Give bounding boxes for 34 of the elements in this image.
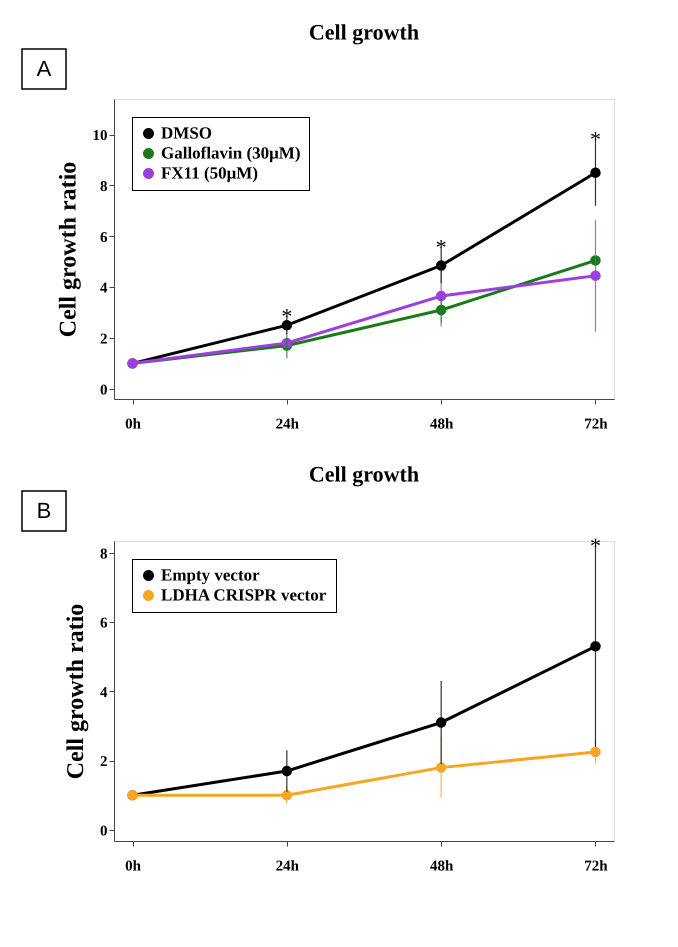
y-tick-label: 2 xyxy=(100,331,108,348)
x-tick-label: 48h xyxy=(430,858,454,874)
x-tick-label: 72h xyxy=(584,858,608,874)
text: A xyxy=(36,56,52,81)
y-tick-label: 10 xyxy=(92,128,108,144)
y-tick-label: 4 xyxy=(100,280,108,297)
annotation: * xyxy=(590,126,601,152)
annotation: * xyxy=(436,234,447,260)
y-tick-label: 8 xyxy=(100,178,108,195)
legend-label: FX11 (50μM) xyxy=(161,164,258,182)
x-tick-label: 0h xyxy=(125,858,142,874)
x-tick-label: 24h xyxy=(276,858,300,874)
annotation: * xyxy=(590,532,601,558)
legend-label: Galloflavin (30μM) xyxy=(161,144,300,162)
text: B xyxy=(36,498,52,523)
legend-label: LDHA CRISPR vector xyxy=(161,586,327,604)
legend-label: Empty vector xyxy=(161,566,260,584)
y-tick-label: 8 xyxy=(100,546,108,562)
y-tick-label: 0 xyxy=(100,823,108,840)
x-tick-label: 72h xyxy=(584,416,608,432)
y-tick-label: 6 xyxy=(100,616,108,632)
y-axis-title: Cell growth ratio xyxy=(63,604,89,780)
y-tick-label: 2 xyxy=(100,754,108,770)
y-axis-title: Cell growth ratio xyxy=(56,162,82,338)
y-tick-label: 4 xyxy=(100,684,108,701)
chart-title: Cell growth xyxy=(308,19,420,44)
x-tick-label: 0h xyxy=(125,416,142,432)
x-tick-label: 24h xyxy=(276,416,300,432)
y-tick-label: 0 xyxy=(100,382,108,398)
annotation: * xyxy=(281,303,292,328)
y-tick-label: 6 xyxy=(100,230,108,246)
chart-title: Cell growth xyxy=(308,461,420,486)
x-tick-label: 48h xyxy=(430,416,454,432)
legend-label: DMSO xyxy=(161,124,212,142)
